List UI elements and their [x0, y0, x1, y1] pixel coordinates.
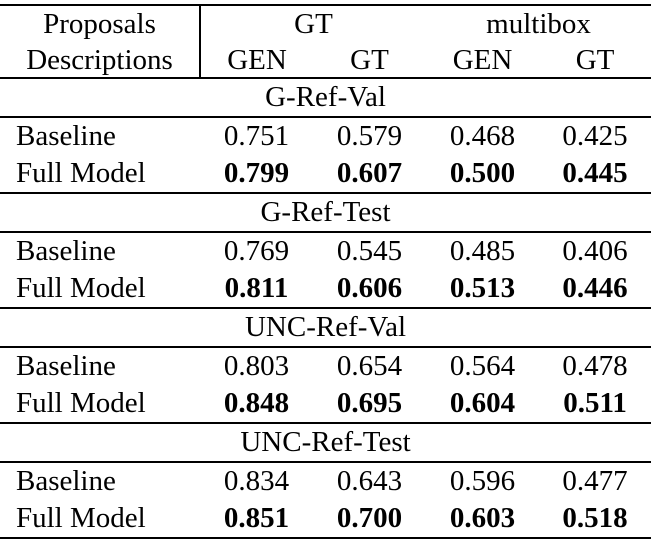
table-row-full-model: Full Model 0.848 0.695 0.604 0.511	[0, 385, 651, 423]
header-row-descriptions: Descriptions GEN GT GEN GT	[0, 43, 651, 78]
table-row-baseline: Baseline 0.769 0.545 0.485 0.406	[0, 232, 651, 270]
metric-value: 0.851	[223, 502, 290, 534]
metric-value: 0.478	[562, 350, 628, 382]
row-label: Baseline	[16, 235, 116, 267]
header-gt-gt: GT	[350, 43, 389, 76]
metric-value: 0.513	[449, 272, 516, 304]
metric-value: 0.811	[224, 272, 289, 304]
header-multibox-gen: GEN	[452, 43, 513, 76]
section-title: G-Ref-Test	[0, 192, 651, 233]
metric-value: 0.803	[223, 350, 290, 382]
section-title: UNC-Ref-Test	[0, 422, 651, 463]
section-row-unc-ref-test: UNC-Ref-Test	[0, 422, 651, 463]
section-row-g-ref-val: G-Ref-Val	[0, 77, 651, 118]
header-group-multibox: multibox	[486, 8, 591, 40]
metric-value: 0.799	[223, 157, 290, 189]
metric-value: 0.606	[336, 272, 403, 304]
metric-value: 0.848	[223, 387, 290, 419]
section-row-g-ref-test: G-Ref-Test	[0, 192, 651, 233]
metric-value: 0.468	[449, 120, 516, 152]
metric-value: 0.446	[562, 272, 628, 304]
metric-value: 0.751	[223, 120, 290, 152]
table-row-baseline: Baseline 0.803 0.654 0.564 0.478	[0, 347, 651, 385]
row-label: Full Model	[16, 502, 146, 534]
results-table: Proposals GT multibox Descriptions GEN G…	[0, 4, 651, 539]
header-multibox-gt: GT	[575, 43, 615, 76]
section-row-unc-ref-val: UNC-Ref-Val	[0, 307, 651, 348]
metric-value: 0.511	[563, 387, 627, 419]
metric-value: 0.603	[449, 502, 516, 534]
metric-value: 0.607	[336, 157, 403, 189]
header-row-proposals: Proposals GT multibox	[0, 5, 651, 43]
row-label: Baseline	[16, 350, 116, 382]
row-label: Baseline	[16, 465, 116, 497]
metric-value: 0.654	[336, 350, 403, 382]
row-label: Baseline	[16, 120, 116, 152]
metric-value: 0.485	[449, 235, 516, 267]
row-label: Full Model	[16, 387, 146, 419]
metric-value: 0.406	[562, 235, 628, 267]
metric-value: 0.596	[449, 465, 516, 497]
metric-value: 0.564	[449, 350, 516, 382]
metric-value: 0.604	[449, 387, 516, 419]
metric-value: 0.445	[562, 157, 628, 189]
row-label: Full Model	[16, 272, 146, 304]
table-row-baseline: Baseline 0.834 0.643 0.596 0.477	[0, 462, 651, 500]
section-title: UNC-Ref-Val	[0, 307, 651, 348]
metric-value: 0.545	[336, 235, 403, 267]
table-row-full-model: Full Model 0.811 0.606 0.513 0.446	[0, 270, 651, 308]
section-title: G-Ref-Val	[0, 77, 651, 118]
header-descriptions: Descriptions	[0, 43, 201, 78]
row-label: Full Model	[16, 157, 146, 189]
metric-value: 0.695	[336, 387, 403, 419]
table-row-full-model: Full Model 0.799 0.607 0.500 0.445	[0, 155, 651, 193]
metric-value: 0.769	[223, 235, 290, 267]
metric-value: 0.700	[336, 502, 403, 534]
metric-value: 0.500	[449, 157, 516, 189]
header-gt-gen: GEN	[227, 43, 287, 76]
metric-value: 0.425	[562, 120, 628, 152]
metric-value: 0.643	[336, 465, 403, 497]
table-row-baseline: Baseline 0.751 0.579 0.468 0.425	[0, 117, 651, 155]
metric-value: 0.518	[562, 502, 628, 534]
table-row-full-model: Full Model 0.851 0.700 0.603 0.518	[0, 500, 651, 538]
metric-value: 0.579	[336, 120, 403, 152]
metric-value: 0.834	[223, 465, 290, 497]
header-proposals: Proposals	[0, 5, 201, 43]
header-group-gt: GT	[294, 8, 333, 40]
metric-value: 0.477	[562, 465, 628, 497]
